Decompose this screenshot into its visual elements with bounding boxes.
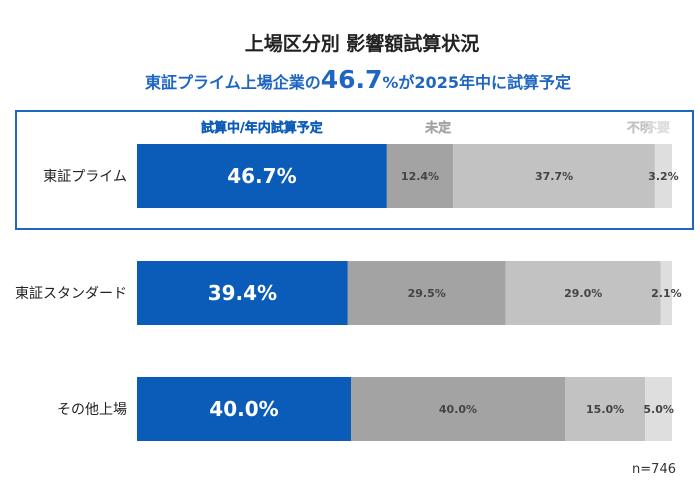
data-label: 3.2% (648, 170, 679, 183)
category-label: その他上場 (57, 402, 127, 418)
data-label: 29.0% (564, 287, 602, 300)
bar-segment (137, 261, 348, 325)
data-label: 40.0% (439, 403, 477, 416)
bar-segment (660, 261, 672, 325)
subtitle-prefix: 東証プライム上場企業の (145, 73, 321, 92)
legend-label: 試算中/年内試算予定 (201, 120, 323, 136)
subtitle-highlight-unit: % (382, 73, 398, 92)
category-label: 東証プライム (43, 169, 127, 185)
bar-segment (505, 261, 661, 325)
chart-subtitle: 東証プライム上場企業の46.7%が2025年中に試算予定 (145, 65, 571, 94)
subtitle-suffix: が2025年中に試算予定 (398, 73, 571, 92)
bar-segment (645, 377, 672, 441)
data-label: 29.5% (408, 287, 446, 300)
data-label: 15.0% (586, 403, 624, 416)
highlight-frame (15, 110, 694, 230)
data-label: 40.0% (209, 397, 278, 421)
data-label: 37.7% (535, 170, 573, 183)
bar-segment (654, 144, 672, 208)
legend-label: 未定 (424, 120, 451, 136)
bar-segment (565, 377, 646, 441)
data-label: 5.0% (643, 403, 674, 416)
chart-title: 上場区分別 影響額試算状況 (245, 32, 480, 55)
bar-segment (347, 261, 506, 325)
data-label: 2.1% (651, 287, 682, 300)
subtitle-highlight-value: 46.7 (321, 65, 383, 94)
category-label: 東証スタンダード (15, 286, 127, 302)
sample-size-note: n=746 (632, 462, 676, 477)
legend-label: 不明 (627, 121, 653, 136)
bar-segment (351, 377, 565, 441)
data-label: 12.4% (401, 170, 439, 183)
bar-segment (453, 144, 655, 208)
bar-segment (386, 144, 454, 208)
bar-segment (137, 377, 351, 441)
legend-label: 不要 (644, 121, 670, 136)
data-label: 39.4% (208, 281, 277, 305)
bars: 東証プライム 46.7% 12.4% 37.7% 3.2% 東証スタンダード 39.4% 29… (15, 144, 682, 441)
data-label: 46.7% (227, 164, 296, 188)
bar-segment (137, 144, 387, 208)
